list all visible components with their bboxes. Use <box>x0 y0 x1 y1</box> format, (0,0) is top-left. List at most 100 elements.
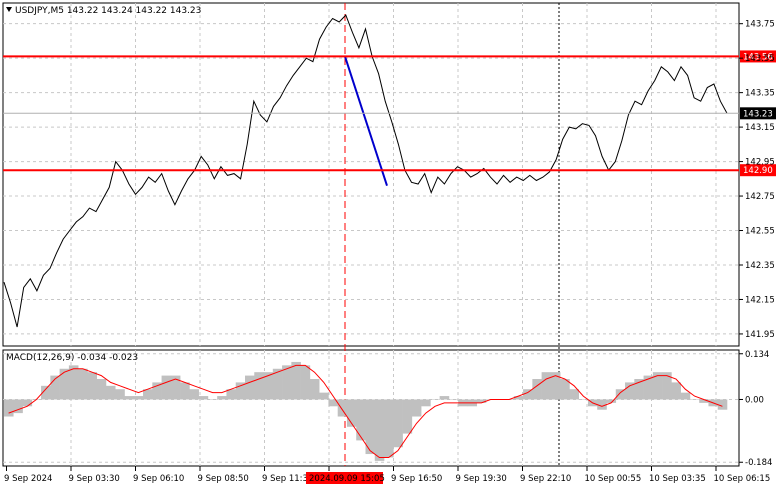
macd-bar <box>41 385 51 400</box>
macd-bar <box>680 392 691 400</box>
macd-bar <box>374 399 385 461</box>
macd-bar <box>50 375 60 400</box>
dropdown-arrow-icon[interactable] <box>6 7 12 12</box>
macd-bar <box>439 396 450 400</box>
time-tick-label: 10 Sep 00:55 <box>585 474 642 484</box>
macd-bar <box>597 399 607 410</box>
macd-bar <box>282 365 292 400</box>
macd-bar <box>448 399 459 400</box>
macd-bar <box>254 372 264 400</box>
price-series <box>3 14 728 328</box>
time-tick-label: 9 Sep 08:50 <box>198 474 249 484</box>
macd-bar <box>59 368 70 400</box>
macd-bar <box>245 375 255 400</box>
time-tick-label: 9 Sep 11:30 <box>262 474 313 484</box>
macd-bar <box>541 372 552 400</box>
macd-bar <box>272 368 283 400</box>
selected-time-label: 2024.09.09 15:05 <box>309 474 385 484</box>
macd-bar <box>319 392 329 400</box>
level-price-label: 142.90 <box>743 166 773 176</box>
price-tick-label: 141.95 <box>745 330 775 340</box>
macd-bar <box>384 399 394 458</box>
macd-bar <box>606 399 617 403</box>
macd-bar <box>671 382 681 400</box>
macd-tick-label: -0.184 <box>745 458 772 468</box>
macd-bar <box>550 372 561 400</box>
macd-histogram <box>4 361 728 461</box>
macd-bar <box>421 399 431 407</box>
macd-bar <box>523 389 533 400</box>
macd-bar <box>217 396 227 400</box>
macd-bar <box>96 379 107 400</box>
macd-tick-label: 0.134 <box>745 350 769 360</box>
macd-bar <box>105 385 116 400</box>
price-tick-label: 142.55 <box>745 227 775 237</box>
price-tick-label: 143.35 <box>745 89 775 99</box>
price-tick-label: 142.95 <box>745 158 775 168</box>
macd-bar <box>207 399 218 400</box>
macd-bar <box>152 382 162 400</box>
macd-bar <box>652 372 663 400</box>
macd-bar <box>124 396 135 400</box>
macd-bar <box>560 379 570 400</box>
macd-bar <box>78 368 88 400</box>
macd-bar <box>365 399 376 455</box>
macd-readout: MACD(12,26,9) -0.034 -0.023 <box>6 353 138 363</box>
macd-bar <box>476 399 487 403</box>
macd-bar <box>578 399 589 400</box>
level-price-box <box>740 164 776 177</box>
macd-bar <box>22 399 33 407</box>
macd-bar <box>402 399 413 434</box>
macd-bar <box>337 399 348 417</box>
trend-line <box>344 56 388 187</box>
macd-bar <box>226 389 237 400</box>
price-tick-label: 143.55 <box>745 54 775 64</box>
macd-bar <box>662 372 672 400</box>
macd-axis: 0.134 0.00 -0.184 <box>739 350 772 468</box>
macd-bar <box>161 375 172 400</box>
macd-tick-label: 0.00 <box>745 395 764 405</box>
macd-bar <box>689 399 700 400</box>
macd-bar <box>356 399 366 441</box>
price-axis: 143.75 143.55 143.35 143.15 142.95 142.75 142.… <box>739 20 775 340</box>
price-tick-label: 142.75 <box>745 192 775 202</box>
macd-bar <box>643 375 654 400</box>
macd-bar <box>569 389 579 400</box>
macd-bar <box>532 379 542 400</box>
macd-bar <box>87 372 97 400</box>
macd-bar <box>4 399 14 417</box>
macd-bar <box>393 399 403 448</box>
time-tick-label: 9 Sep 2024 <box>4 474 52 484</box>
macd-bar <box>328 399 338 407</box>
macd-bar <box>170 375 181 400</box>
current-price-box <box>740 107 776 120</box>
time-tick-label: 9 Sep 22:10 <box>520 474 571 484</box>
time-axis: 9 Sep 2024 9 Sep 03:30 9 Sep 06:10 9 Sep 08… <box>4 466 770 484</box>
macd-bar <box>699 399 709 403</box>
macd-bar <box>346 399 357 427</box>
level-price-box <box>740 50 776 63</box>
current-price-label: 143.23 <box>743 109 773 119</box>
time-tick-label: 9 Sep 06:10 <box>133 474 184 484</box>
macd-signal-line <box>8 364 723 458</box>
time-tick-label: 9 Sep 16:50 <box>391 474 442 484</box>
macd-bar <box>133 396 144 400</box>
macd-bar <box>198 396 209 400</box>
macd-bar <box>717 399 728 410</box>
selected-time-box <box>306 472 383 484</box>
macd-bar <box>235 382 246 400</box>
price-tick-label: 142.35 <box>745 261 775 271</box>
macd-bar <box>143 389 153 400</box>
price-levels: 143.56 142.90 143.23 <box>3 50 776 177</box>
price-tick-label: 143.75 <box>745 20 775 30</box>
price-line <box>3 14 728 328</box>
macd-bar <box>309 379 320 400</box>
macd-bar <box>263 372 274 400</box>
level-price-label: 143.56 <box>743 52 773 62</box>
time-tick-label: 9 Sep 03:30 <box>69 474 120 484</box>
macd-bar <box>634 379 644 400</box>
macd-bar <box>115 389 125 400</box>
time-tick-label: 9 Sep 19:30 <box>456 474 507 484</box>
macd-bar <box>291 361 301 400</box>
